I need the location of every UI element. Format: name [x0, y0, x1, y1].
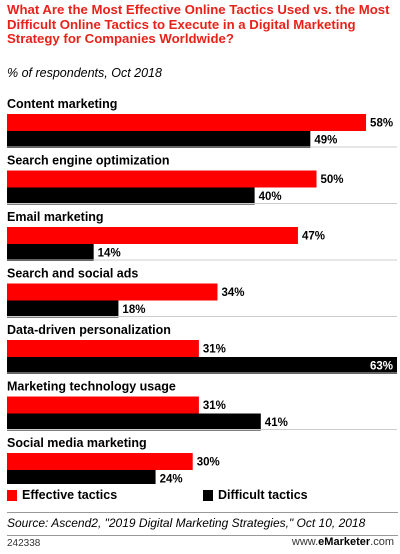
- bar-difficult-tactics-content-marketing: [7, 131, 311, 148]
- brand-logo: www.eMarketer.com: [291, 536, 394, 548]
- chart-id: 242338: [7, 538, 41, 549]
- data-label-difficult-tactics-email-marketing: 14%: [98, 248, 121, 260]
- chart-subtitle: % of respondents, Oct 2018: [7, 66, 162, 80]
- data-label-difficult-tactics-social-media-marketing: 24%: [160, 474, 183, 485]
- data-label-effective-tactics-search-and-social-ads: 34%: [221, 287, 244, 299]
- data-label-difficult-tactics-data-driven-personalization: 63%: [370, 361, 393, 373]
- data-label-effective-tactics-search-engine-optimization: 50%: [321, 174, 344, 186]
- bar-effective-tactics-data-driven-personalization: [7, 340, 199, 357]
- bar-effective-tactics-search-engine-optimization: [7, 170, 317, 188]
- data-label-difficult-tactics-search-and-social-ads: 18%: [122, 304, 145, 316]
- bar-difficult-tactics-search-engine-optimization: [7, 187, 255, 205]
- divider: [7, 512, 398, 513]
- category-label-search-and-social-ads: Search and social ads: [7, 267, 138, 281]
- bar-effective-tactics-search-and-social-ads: [7, 283, 218, 301]
- category-label-content-marketing: Content marketing: [7, 97, 117, 111]
- data-label-effective-tactics-social-media-marketing: 30%: [197, 457, 220, 469]
- divider: [7, 535, 398, 536]
- category-label-social-media-marketing: Social media marketing: [7, 436, 147, 450]
- category-label-data-driven-personalization: Data-driven personalization: [7, 323, 171, 337]
- category-label-email-marketing: Email marketing: [7, 210, 104, 224]
- bar-chart: Content marketing 58% 49% Search engine opt…: [7, 97, 397, 485]
- data-label-effective-tactics-marketing-technology-usage: 31%: [203, 400, 226, 412]
- data-label-difficult-tactics-marketing-technology-usage: 41%: [265, 417, 288, 429]
- bar-difficult-tactics-marketing-technology-usage: [7, 413, 261, 431]
- bar-effective-tactics-email-marketing: [7, 227, 298, 244]
- data-label-difficult-tactics-content-marketing: 49%: [314, 135, 337, 147]
- bar-effective-tactics-marketing-technology-usage: [7, 396, 199, 414]
- legend-label-effective: Effective tactics: [22, 488, 118, 502]
- legend-label-difficult: Difficult tactics: [218, 488, 308, 502]
- legend-swatch-difficult: [203, 490, 213, 501]
- bar-difficult-tactics-email-marketing: [7, 244, 94, 261]
- data-label-effective-tactics-email-marketing: 47%: [302, 231, 325, 243]
- bar-difficult-tactics-data-driven-personalization: [7, 357, 397, 374]
- data-label-effective-tactics-data-driven-personalization: 31%: [203, 344, 226, 356]
- bar-difficult-tactics-search-and-social-ads: [7, 300, 119, 318]
- category-label-search-engine-optimization: Search engine optimization: [7, 154, 170, 168]
- bar-effective-tactics-social-media-marketing: [7, 453, 193, 470]
- bar-effective-tactics-content-marketing: [7, 114, 367, 131]
- data-label-effective-tactics-content-marketing: 58%: [370, 118, 393, 130]
- chart-title: What Are the Most Effective Online Tacti…: [7, 2, 390, 47]
- category-label-marketing-technology-usage: Marketing technology usage: [7, 380, 176, 394]
- bar-difficult-tactics-social-media-marketing: [7, 470, 156, 484]
- source-note: Source: Ascend2, "2019 Digital Marketing…: [7, 516, 366, 530]
- data-label-difficult-tactics-search-engine-optimization: 40%: [259, 191, 282, 203]
- legend-swatch-effective: [7, 490, 17, 501]
